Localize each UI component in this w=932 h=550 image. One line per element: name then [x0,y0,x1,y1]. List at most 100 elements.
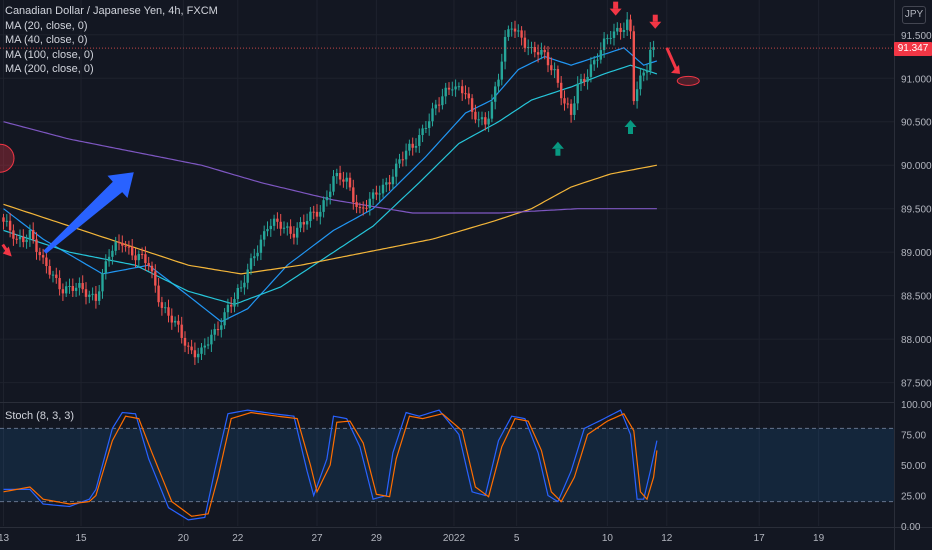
candle-body [556,69,560,83]
candle-body [385,182,388,185]
red-down-arrow-icon [649,21,662,29]
oscillator-tick-label: 50.00 [901,461,926,472]
candle-body [543,49,546,53]
price-tick-label: 89.000 [901,248,932,259]
time-axis[interactable]: 13 15 20 22 27 29 2022 5 10 12 17 19 [0,533,825,544]
red-down-arrow-icon [609,8,622,16]
candle-body [5,220,8,222]
candle-body [8,220,12,231]
candle-body [183,337,187,346]
candle-body [94,293,98,301]
time-tick-label: 27 [311,533,323,544]
candle-body [388,182,391,185]
target-ellipse [0,143,15,173]
candle-body [645,70,649,73]
time-tick-label: 17 [754,533,766,544]
candle-body [626,19,629,30]
candle-body [140,254,144,256]
candle-body [289,226,292,234]
oscillator-tick-label: 75.00 [901,431,926,442]
candle-body [494,86,497,102]
candle-body [167,307,170,316]
candle-body [124,245,127,247]
candle-body [312,211,315,213]
price-axis[interactable]: 87.500 88.000 88.500 89.000 89.500 90.000 90.5… [901,31,932,390]
candle-body [177,320,180,325]
oscillator-axis[interactable]: 0.00 25.00 50.00 75.00 100.00 [901,400,932,533]
candle-body [299,222,302,228]
candle-body [510,28,513,30]
candle-body [71,285,74,291]
candle-body [309,211,312,222]
candle-body [203,345,206,348]
stoch-d-line [3,411,658,517]
ma100-line [3,164,658,275]
candle-body [477,119,480,121]
candle-body [302,222,305,225]
candle-body [451,89,454,91]
candle-body [375,192,378,195]
candle-body [579,78,583,84]
candle-body [263,231,266,240]
candle-body [226,304,230,313]
candle-body [546,52,550,66]
currency-badge[interactable]: JPY [902,6,926,24]
candle-body [2,217,5,222]
candle-body [431,108,434,122]
stochastic-band [0,428,894,502]
candle-body [503,36,507,62]
green-up-arrow-icon [555,148,561,156]
candle-body [395,163,398,177]
candle-body [635,89,639,102]
candle-body [599,50,602,60]
price-tick-label: 88.000 [901,335,932,346]
candle-body [286,226,289,228]
candle-body [279,221,282,229]
candle-body [338,173,342,180]
candle-body [612,31,616,38]
time-tick-label: 10 [602,533,614,544]
candle-body [41,255,45,258]
candle-body [305,221,309,225]
candle-body [540,49,543,55]
time-tick-label: 2022 [443,533,466,544]
oscillator-legend[interactable]: Stoch (8, 3, 3) [5,410,75,422]
candle-body [589,64,593,77]
candle-body [114,241,117,251]
symbol-title[interactable]: Canadian Dollar / Japanese Yen, 4h, FXCM [5,5,218,17]
candle-body [319,211,322,217]
candle-body [230,304,233,307]
candle-body [154,271,157,286]
candle-body [107,256,111,262]
candle-body [490,101,494,119]
candle-body [137,254,140,261]
candle-body [48,266,51,275]
candle-body [296,227,299,238]
price-tick-label: 91.500 [901,31,932,42]
legend-ma100[interactable]: MA (100, close, 0) [5,48,94,61]
candle-body [127,246,131,248]
candle-body [45,257,48,267]
legend-ma200[interactable]: MA (200, close, 0) [5,63,94,75]
candle-body [292,233,296,238]
candle-body [15,238,18,240]
legend-ma20[interactable]: MA (20, close, 0) [5,19,88,32]
candle-body [434,104,437,109]
candle-body [414,145,418,148]
legend-ma40[interactable]: MA (40, close, 0) [5,34,88,46]
candle-body [315,211,319,217]
candle-body [101,272,104,292]
time-tick-label: 12 [661,533,673,544]
time-tick-label: 20 [178,533,190,544]
candle-body [553,69,556,71]
candle-body [464,93,467,95]
candle-body [368,198,371,209]
candle-body [180,324,183,338]
green-up-arrow-icon [551,141,564,149]
candle-body [616,27,619,32]
candle-body [566,103,569,105]
candle-body [418,135,421,146]
candle-body [58,278,61,290]
candle-body [480,117,484,120]
